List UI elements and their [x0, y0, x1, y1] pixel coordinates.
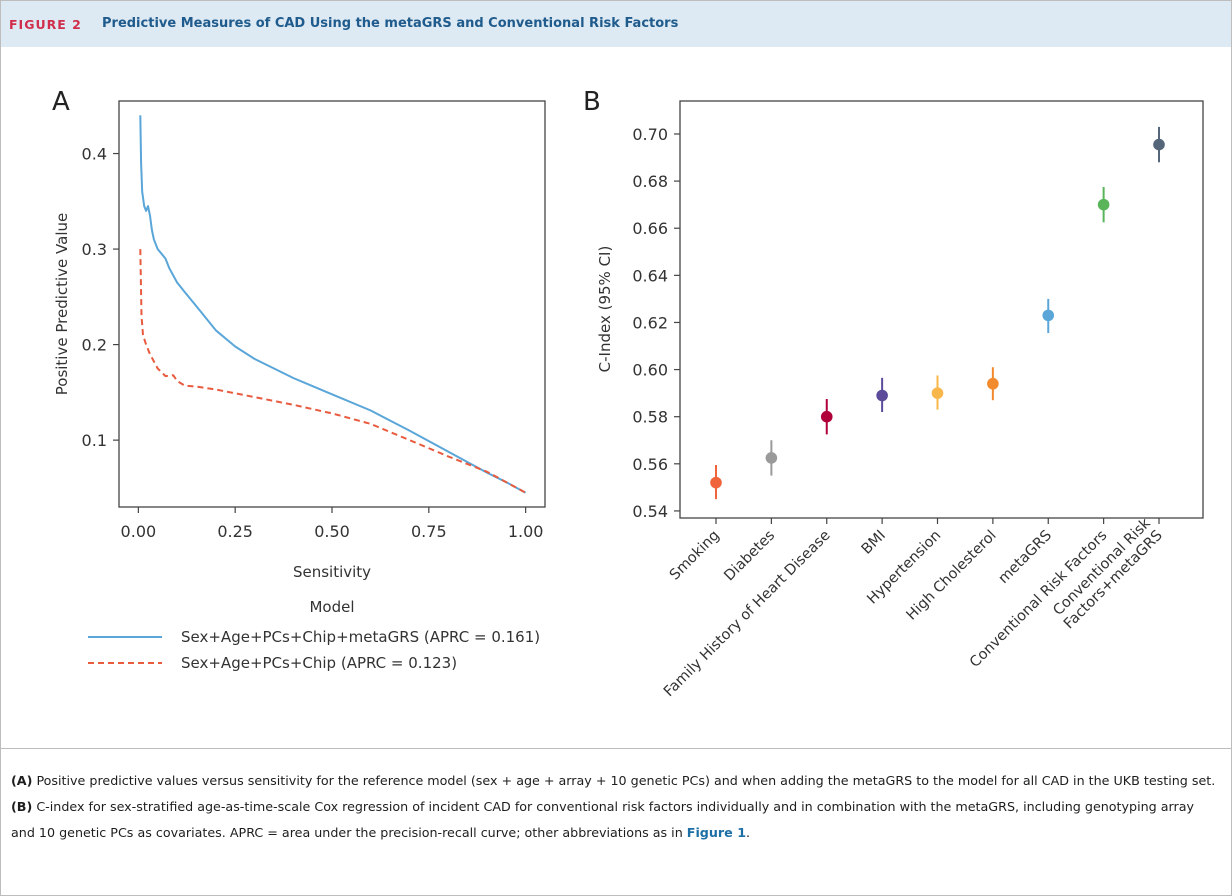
- x-tick-label: 0.50: [314, 522, 350, 541]
- panel-b-letter: B: [583, 87, 601, 117]
- figure-title: Predictive Measures of CAD Using the met…: [102, 16, 679, 31]
- x-tick-label: Smoking: [667, 528, 723, 584]
- panel-a-xlabel: Sensitivity: [293, 563, 371, 581]
- x-tick-label: Diabetes: [721, 528, 778, 585]
- figure-plots: A 0.00 0.25 0.50 0.75 1.00 0.1 0.2 0.3 0.4 Posit…: [52, 87, 1204, 700]
- x-tick-label-line: Diabetes: [721, 528, 778, 585]
- series-line-metagrs: [139, 115, 527, 494]
- x-tick-label-line: BMI: [859, 528, 889, 558]
- c-index-point: [1153, 138, 1165, 151]
- y-tick-label: 0.66: [632, 219, 668, 238]
- panel-a-frame: [118, 100, 546, 508]
- c-index-point: [710, 476, 722, 489]
- c-index-point: [1097, 198, 1110, 211]
- y-tick-label: 0.1: [82, 431, 107, 450]
- y-tick-label: 0.54: [632, 502, 668, 521]
- x-tick-label-line: Smoking: [667, 528, 723, 584]
- figure-label: FIGURE 2: [9, 17, 82, 32]
- c-index-point: [1042, 309, 1055, 322]
- y-tick-label: 0.3: [82, 240, 107, 259]
- panel-a-letter: A: [52, 87, 70, 117]
- c-index-point: [876, 389, 888, 402]
- figure-caption: (A) Positive predictive values versus se…: [11, 768, 1221, 846]
- y-tick-label: 0.70: [632, 125, 668, 144]
- panel-b-ylabel: C-Index (95% CI): [596, 246, 614, 373]
- panel-a-ylabel: Positive Predictive Value: [53, 213, 71, 396]
- c-index-point: [820, 410, 833, 423]
- figure-1-link[interactable]: Figure 1: [686, 825, 747, 840]
- y-tick-label: 0.56: [632, 455, 668, 474]
- y-tick-label: 0.64: [632, 266, 668, 285]
- caption-b-text: C-index for sex-stratified age-as-time-s…: [11, 799, 1195, 840]
- caption-a-text: Positive predictive values versus sensit…: [32, 773, 1216, 788]
- legend-title: Model: [309, 598, 354, 616]
- x-tick-label: 0.75: [411, 522, 447, 541]
- y-tick-label: 0.68: [632, 172, 668, 191]
- x-tick-label: 1.00: [508, 522, 544, 541]
- y-tick-label: 0.62: [632, 313, 668, 332]
- legend-entry: Sex+Age+PCs+Chip (APRC = 0.123): [181, 654, 457, 672]
- caption-end: .: [746, 825, 751, 840]
- legend-entry: Sex+Age+PCs+Chip+metaGRS (APRC = 0.161): [181, 628, 540, 646]
- caption-b-label: (B): [11, 799, 33, 814]
- panel-a-legend: Sex+Age+PCs+Chip+metaGRS (APRC = 0.161) S…: [88, 628, 540, 672]
- caption-a-label: (A): [11, 773, 33, 788]
- y-tick-label: 0.58: [632, 408, 668, 427]
- y-tick-label: 0.2: [82, 336, 107, 355]
- x-tick-label-line: metaGRS: [996, 528, 1055, 587]
- x-tick-label: BMI: [859, 528, 889, 558]
- y-tick-label: 0.4: [82, 145, 107, 164]
- x-tick-label: 0.25: [217, 522, 253, 541]
- c-index-point: [987, 377, 999, 390]
- x-tick-label: 0.00: [121, 522, 157, 541]
- c-index-point: [931, 387, 944, 399]
- caption-divider: [1, 748, 1231, 749]
- y-tick-label: 0.60: [632, 361, 668, 380]
- series-line-reference: [139, 249, 527, 494]
- x-tick-label: metaGRS: [996, 528, 1055, 587]
- c-index-point: [765, 452, 778, 464]
- figure-header: FIGURE 2 Predictive Measures of CAD Usin…: [1, 1, 1231, 47]
- panel-b-frame: [679, 100, 1204, 519]
